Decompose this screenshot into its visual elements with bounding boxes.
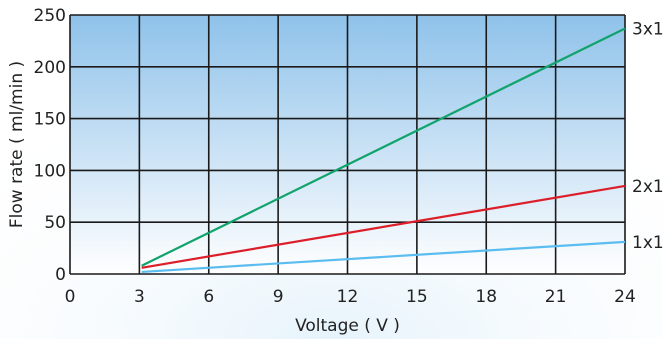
- y-tick-label: 200: [34, 58, 66, 78]
- grid: [69, 14, 626, 275]
- x-tick-label: 12: [337, 287, 359, 307]
- y-tick-label: 0: [55, 265, 66, 285]
- x-axis-title: Voltage ( V ): [295, 316, 400, 336]
- y-axis-title: Flow rate ( ml/min ): [7, 61, 27, 228]
- x-tick-label: 24: [614, 287, 636, 307]
- x-tick-label: 15: [406, 287, 428, 307]
- x-tick-label: 9: [273, 287, 284, 307]
- y-tick-label: 250: [34, 6, 66, 26]
- series-line-2x1: [141, 184, 626, 269]
- y-tick-label: 150: [34, 110, 66, 130]
- y-tick-label: 100: [34, 161, 66, 181]
- x-tick-label: 6: [203, 287, 214, 307]
- series-lines: 3x1 2x1 1x1: [141, 19, 663, 274]
- series-line-1x1: [141, 240, 626, 274]
- x-tick-label: 21: [545, 287, 567, 307]
- series-label-1x1: 1x1: [632, 233, 663, 253]
- y-tick-label: 50: [44, 213, 66, 233]
- tick-labels: 0 3 6 9 12 15 18 21 24 0 50 100 150 200 250: [34, 6, 636, 307]
- series-line-3x1: [141, 27, 626, 267]
- x-tick-label: 18: [475, 287, 497, 307]
- series-label-2x1: 2x1: [632, 177, 663, 197]
- x-tick-label: 3: [134, 287, 145, 307]
- series-label-3x1: 3x1: [632, 19, 663, 39]
- x-tick-label: 0: [65, 287, 76, 307]
